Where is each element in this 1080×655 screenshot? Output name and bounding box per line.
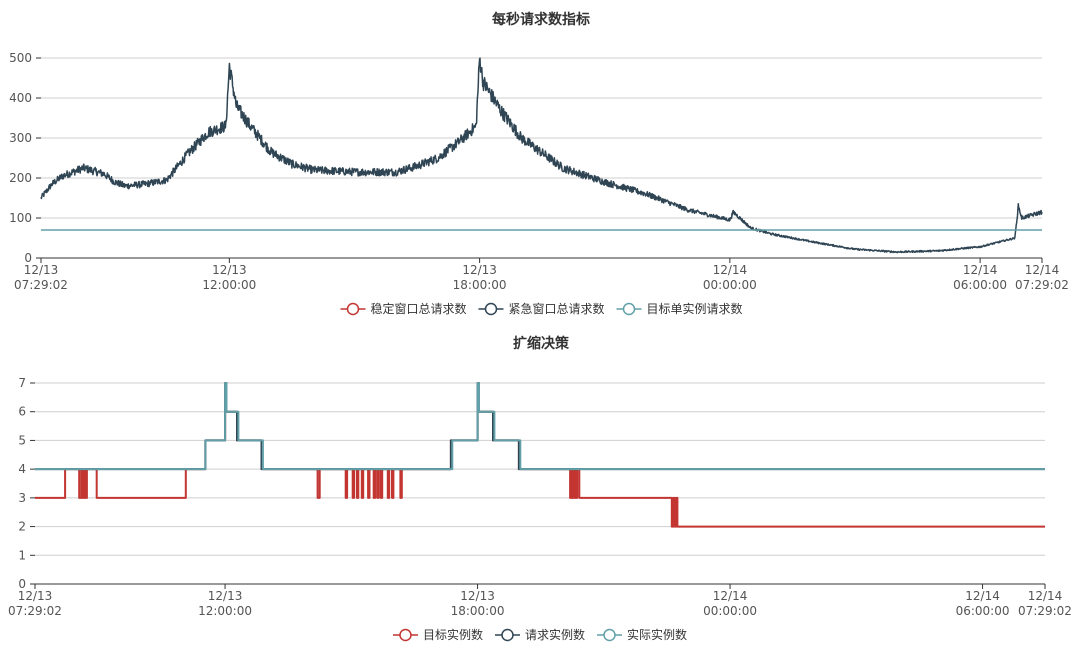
series-line (35, 382, 1045, 528)
y-tick-label: 3 (18, 491, 26, 505)
x-tick-date-label: 12/14 (713, 589, 748, 603)
legend-circle-icon (603, 628, 616, 642)
scaling-decision-chart: 扩缩决策 0123456712/1307:29:0212/1312:00:001… (8, 335, 1072, 642)
legend-item[interactable]: 实际实例数 (597, 627, 687, 642)
legend-item[interactable]: 请求实例数 (494, 627, 585, 642)
series-line (35, 382, 1045, 471)
x-tick-time-label: 18:00:00 (453, 278, 507, 292)
y-tick-label: 4 (18, 462, 26, 476)
x-tick-time-label: 06:00:00 (953, 278, 1007, 292)
y-tick-label: 300 (9, 131, 32, 145)
x-tick-date-label: 12/13 (212, 263, 247, 277)
y-tick-label: 0 (24, 251, 32, 265)
x-tick-date-label: 12/14 (1025, 263, 1060, 277)
requests-per-second-chart: 每秒请求数指标 010020030040050012/1307:29:0212/… (9, 11, 1069, 316)
y-tick-label: 7 (18, 376, 26, 390)
y-tick-label: 2 (18, 520, 26, 534)
x-tick-time-label: 18:00:00 (451, 604, 505, 618)
y-tick-label: 200 (9, 171, 32, 185)
chart-title: 扩缩决策 (513, 335, 570, 352)
x-tick-date-label: 12/14 (963, 263, 998, 277)
legend-item[interactable]: 稳定窗口总请求数 (340, 301, 466, 316)
chart-title: 每秒请求数指标 (492, 11, 590, 28)
legend: 稳定窗口总请求数 紧急窗口总请求数 目标单实例请求数 (340, 301, 743, 316)
x-tick-date-label: 12/14 (713, 263, 748, 277)
y-tick-label: 400 (9, 91, 32, 105)
legend-circle-icon (346, 302, 360, 316)
y-tick-label: 100 (9, 211, 32, 225)
y-tick-label: 500 (9, 51, 32, 65)
y-tick-label: 5 (18, 433, 26, 447)
x-tick-time-label: 12:00:00 (198, 604, 252, 618)
legend-circle-icon (501, 628, 514, 642)
legend-label: 请求实例数 (525, 627, 585, 642)
x-tick-time-label: 07:29:02 (1018, 604, 1072, 618)
series-line (35, 382, 1045, 471)
x-tick-time-label: 07:29:02 (8, 604, 62, 618)
x-tick-time-label: 07:29:02 (14, 278, 68, 292)
series-line (40, 57, 1043, 254)
x-tick-time-label: 06:00:00 (956, 604, 1010, 618)
x-tick-time-label: 12:00:00 (202, 278, 256, 292)
legend-circle-icon (399, 628, 412, 642)
x-tick-date-label: 12/13 (18, 589, 53, 603)
legend-circle-icon (622, 302, 636, 316)
legend-label: 紧急窗口总请求数 (508, 301, 604, 316)
y-tick-label: 1 (18, 548, 26, 562)
legend-item[interactable]: 紧急窗口总请求数 (478, 301, 605, 316)
x-tick-time-label: 00:00:00 (703, 604, 757, 618)
x-tick-date-label: 12/14 (965, 589, 1000, 603)
legend-label: 实际实例数 (627, 627, 687, 642)
x-tick-time-label: 07:29:02 (1015, 278, 1069, 292)
legend-circle-icon (484, 302, 498, 316)
legend: 目标实例数 请求实例数 实际实例数 (392, 627, 687, 642)
x-tick-date-label: 12/13 (462, 263, 497, 277)
x-tick-date-label: 12/13 (208, 589, 243, 603)
legend-label: 目标单实例请求数 (647, 301, 743, 316)
legend-item[interactable]: 目标实例数 (392, 627, 483, 642)
x-tick-date-label: 12/14 (1028, 589, 1063, 603)
legend-item[interactable]: 目标单实例请求数 (616, 301, 743, 316)
x-tick-date-label: 12/13 (24, 263, 59, 277)
y-tick-label: 6 (18, 405, 26, 419)
legend-label: 目标实例数 (423, 627, 483, 642)
y-tick-label: 0 (18, 577, 26, 591)
legend-label: 稳定窗口总请求数 (370, 301, 466, 316)
x-tick-date-label: 12/13 (460, 589, 495, 603)
x-tick-time-label: 00:00:00 (703, 278, 757, 292)
